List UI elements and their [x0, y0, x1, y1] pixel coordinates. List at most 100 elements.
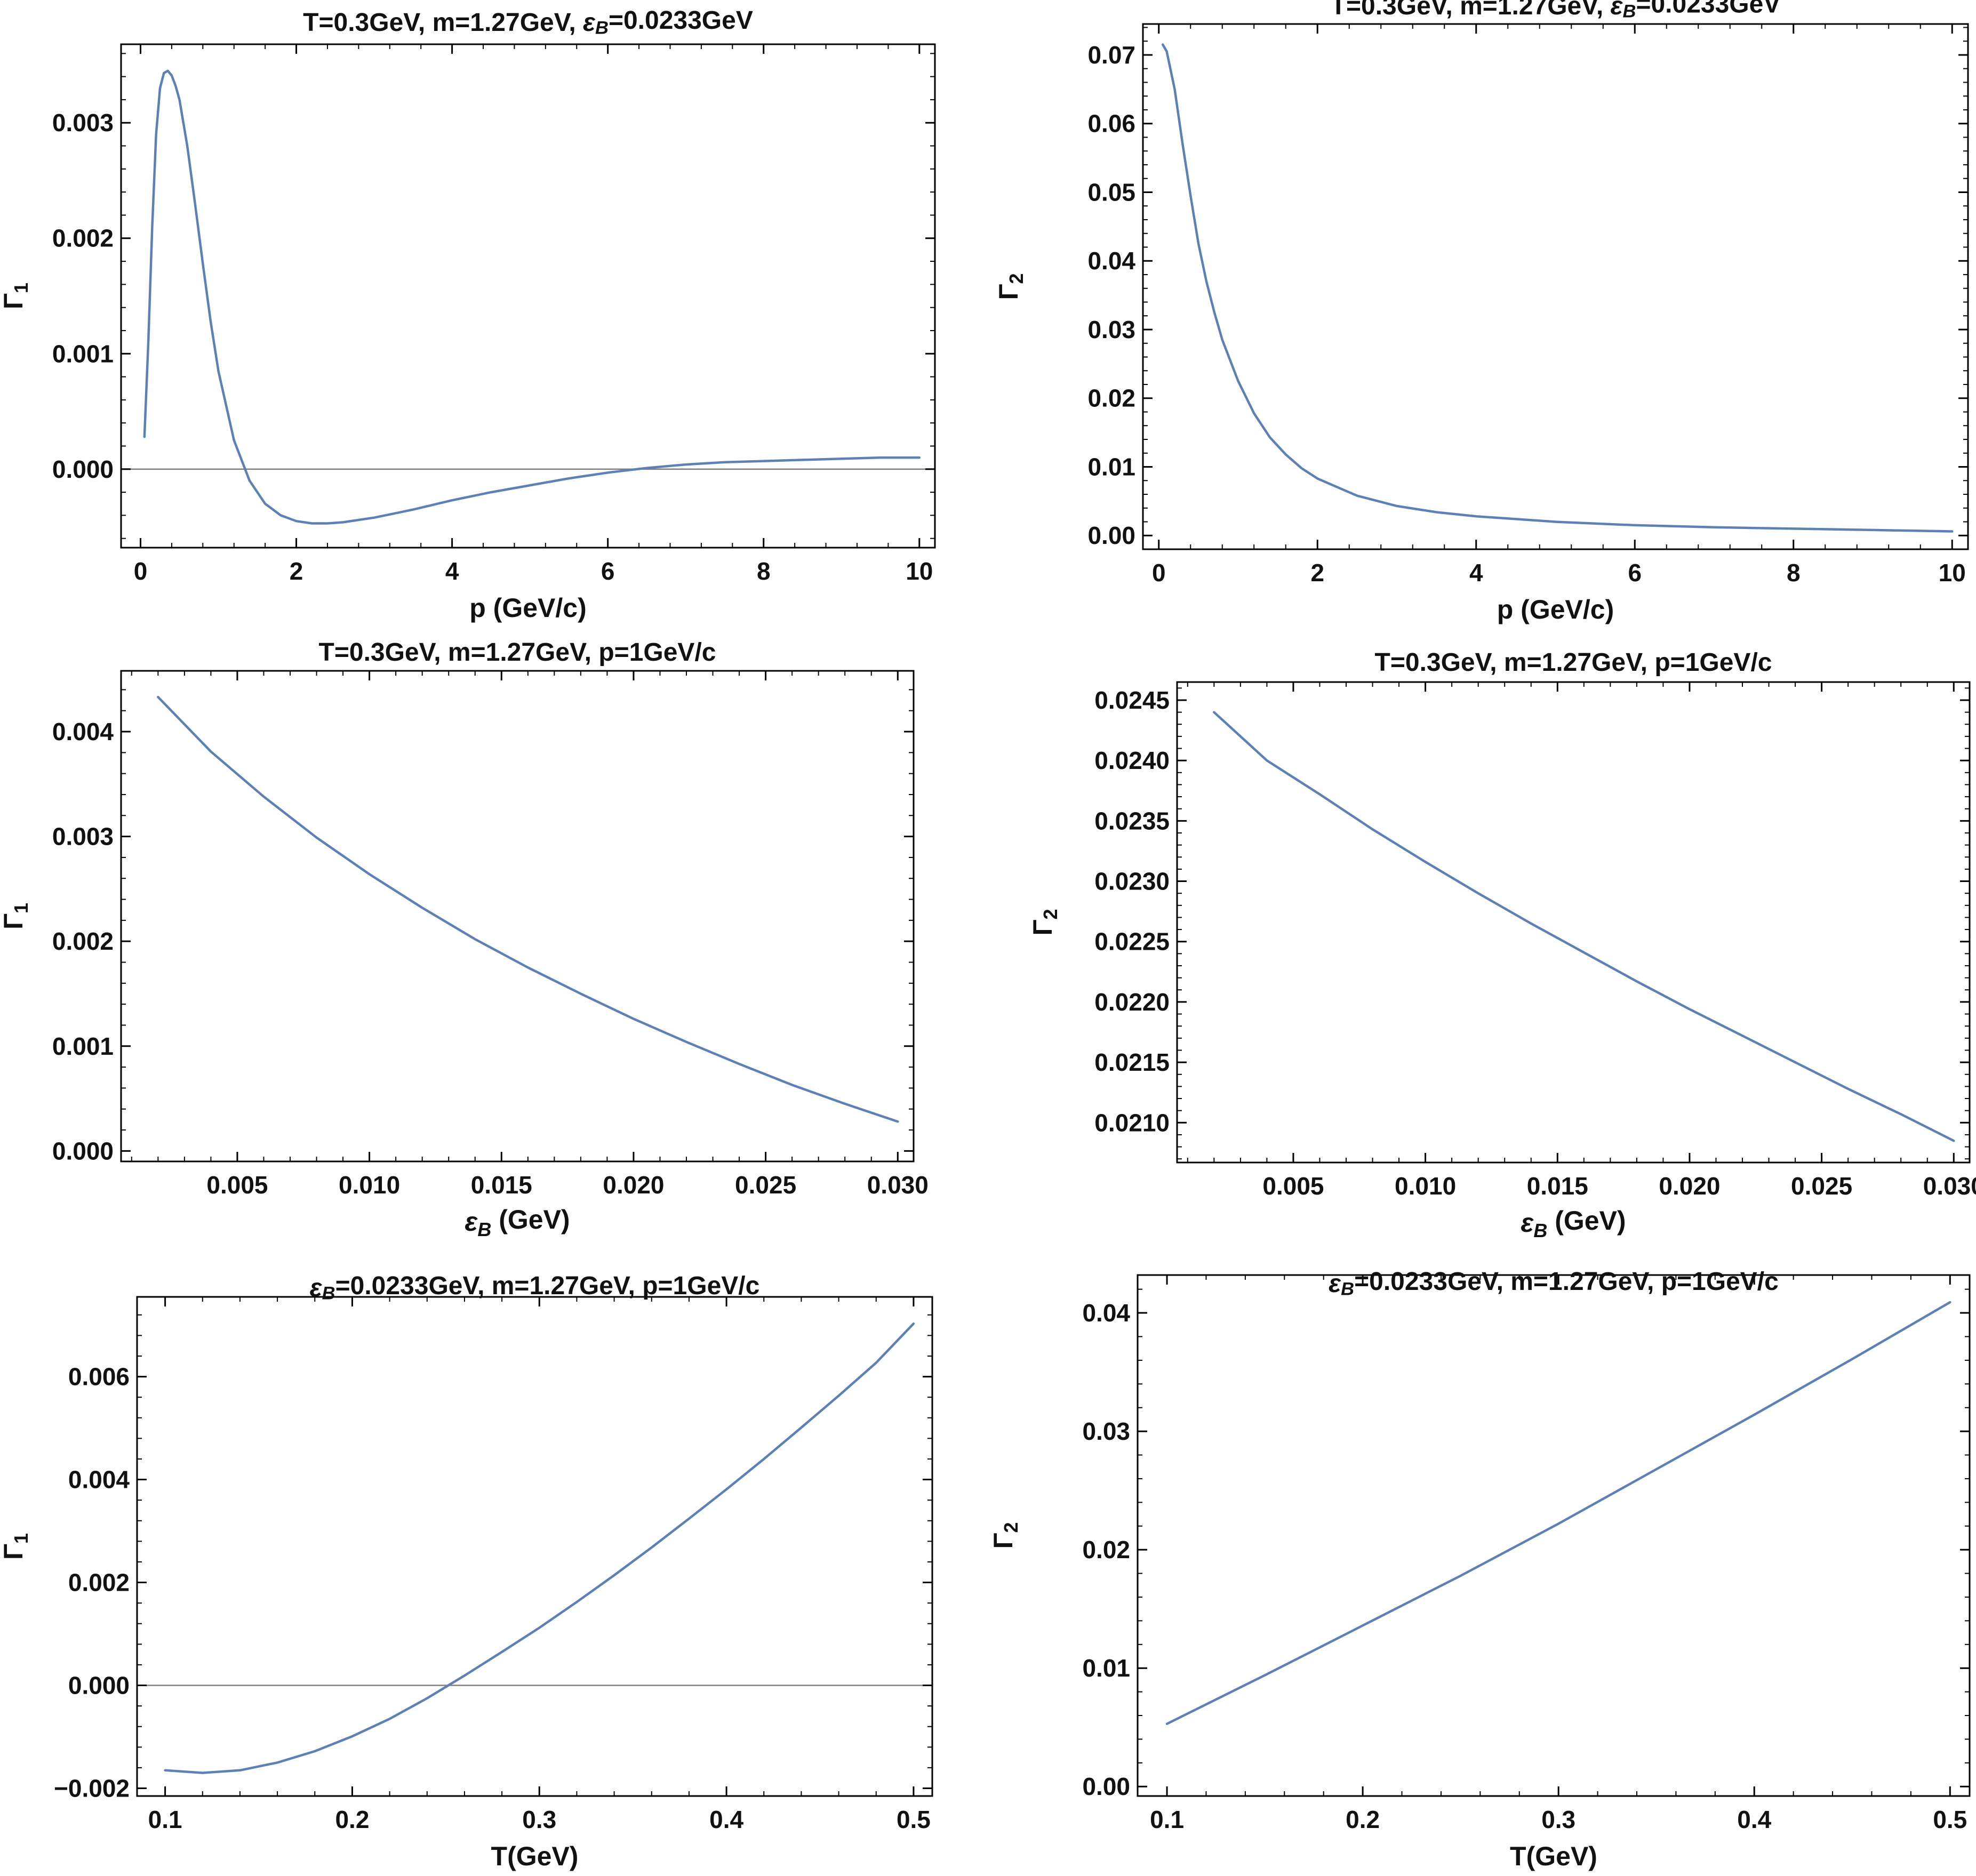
chart-gamma2-vs-temperature: 0.1 0.2 0.3 0.4 0.5 0.00 0.01 0.02 0.03 0.04 εB=0.… [988, 1268, 1971, 1871]
plot-frame [120, 670, 915, 1163]
series-line [143, 69, 921, 525]
series-line [1165, 1301, 1951, 1725]
y-tick-label: 0.0215 [1094, 1048, 1170, 1076]
x-tick-label: 10 [906, 557, 933, 585]
y-tick-label: 0.002 [52, 225, 114, 252]
y-tick-label: 0.0235 [1094, 807, 1170, 835]
plot-frame [1142, 23, 1969, 550]
x-tick-label: 0.005 [1262, 1172, 1324, 1200]
y-tick-label: 0.06 [1087, 110, 1135, 138]
x-tick-label: 0.5 [1933, 1806, 1967, 1833]
x-tick-label: 0.5 [897, 1806, 931, 1833]
x-tick-label: 2 [290, 557, 303, 585]
series-line [1213, 711, 1955, 1142]
y-tick-label: 0.01 [1082, 1654, 1130, 1682]
y-tick-label: 0.04 [1082, 1299, 1130, 1327]
y-tick-label: 0.0240 [1094, 747, 1170, 774]
y-tick-label: 0.02 [1082, 1536, 1130, 1564]
x-tick-label: 0.020 [603, 1171, 664, 1199]
x-tick-label: 6 [601, 557, 615, 585]
chart-gamma1-vs-temperature: 0.1 0.2 0.3 0.4 0.5 −0.002 0.000 0.002 0.004 0.00… [0, 1272, 933, 1871]
plot-frame [136, 1296, 933, 1797]
x-tick-label: 0.2 [335, 1806, 369, 1833]
y-tick-label: 0.001 [52, 340, 114, 367]
x-tick-label: 0.2 [1346, 1806, 1380, 1833]
x-tick-label: 0.005 [206, 1171, 268, 1199]
y-tick-label: 0.0210 [1094, 1109, 1170, 1136]
y-tick-label: 0.00 [1087, 522, 1135, 549]
x-axis-label: p (GeV/c) [1497, 595, 1614, 624]
x-tick-label: 0.030 [1923, 1172, 1976, 1200]
y-tick-label: 0.0225 [1094, 928, 1170, 956]
x-tick-label: 0.020 [1659, 1172, 1720, 1200]
series-line [157, 695, 899, 1123]
y-tick-label: 0.03 [1082, 1417, 1130, 1445]
x-tick-label: 6 [1628, 559, 1642, 587]
y-tick-label: 0.001 [52, 1032, 114, 1060]
chart-gamma1-vs-binding-energy: 0.005 0.010 0.015 0.020 0.025 0.030 0.000 0.001… [0, 638, 929, 1240]
x-axis-label: p (GeV/c) [469, 593, 586, 623]
y-tick-label: 0.03 [1087, 316, 1135, 343]
y-tick-label: 0.002 [68, 1569, 130, 1597]
x-tick-label: 0.015 [1527, 1172, 1588, 1200]
y-tick-label: 0.02 [1087, 384, 1135, 412]
x-tick-label: 0.4 [1737, 1806, 1771, 1833]
x-tick-label: 0 [1152, 559, 1166, 587]
x-tick-label: 8 [1787, 559, 1801, 587]
x-axis-label: εB (GeV) [465, 1205, 570, 1240]
x-tick-label: 2 [1310, 559, 1324, 587]
x-tick-label: 4 [445, 557, 459, 585]
x-axis-label: T(GeV) [491, 1841, 579, 1871]
series-line [164, 1322, 915, 1774]
x-tick-label: 0.025 [1791, 1172, 1852, 1200]
y-tick-label: 0.004 [52, 718, 114, 745]
y-tick-label: 0.006 [68, 1363, 130, 1391]
chart-gamma1-vs-momentum: 0 2 4 6 8 10 0.000 0.001 0.002 0.003 T=0.3GeV, m=1… [0, 6, 936, 623]
y-tick-label: 0.0220 [1094, 988, 1170, 1016]
y-tick-label: 0.0230 [1094, 868, 1170, 895]
y-tick-label: 0.05 [1087, 178, 1135, 206]
x-axis-label: εB (GeV) [1521, 1206, 1626, 1241]
x-tick-label: 0.025 [735, 1171, 796, 1199]
chart-gamma2-vs-binding-energy: 0.005 0.010 0.015 0.020 0.025 0.030 0.0210 0.02… [1028, 648, 1976, 1241]
x-tick-label: 0.3 [1541, 1806, 1575, 1833]
y-tick-label: 0.0245 [1094, 686, 1170, 714]
y-tick-label: 0.002 [52, 927, 114, 955]
chart-title: T=0.3GeV, m=1.27GeV, p=1GeV/c [1375, 648, 1772, 677]
y-tick-label: 0.000 [52, 1137, 114, 1165]
x-axis-label: T(GeV) [1510, 1841, 1597, 1871]
y-axis-label: Γ1 [0, 903, 32, 929]
y-tick-label: −0.002 [54, 1775, 130, 1802]
y-tick-label: 0.07 [1087, 41, 1135, 69]
x-tick-label: 0.010 [1395, 1172, 1456, 1200]
x-tick-label: 8 [757, 557, 771, 585]
chart-title: T=0.3GeV, m=1.27GeV, p=1GeV/c [319, 638, 716, 667]
x-tick-label: 4 [1469, 559, 1483, 587]
y-tick-label: 0.004 [68, 1466, 130, 1494]
chart-title: εB=0.0233GeV, m=1.27GeV, p=1GeV/c [310, 1272, 760, 1304]
plot-frame [120, 43, 936, 549]
x-tick-label: 0.030 [867, 1171, 929, 1199]
y-tick-label: 0.003 [52, 109, 114, 137]
chart-gamma2-vs-momentum: 0 2 4 6 8 10 0.00 0.01 0.02 0.03 0.04 0.05 0.06 0.07 T… [994, 0, 1969, 624]
y-tick-label: 0.04 [1087, 247, 1135, 275]
y-axis-label: Γ1 [0, 283, 32, 309]
y-tick-label: 0.01 [1087, 453, 1135, 480]
plot-frame [1176, 681, 1971, 1164]
series-line [1161, 43, 1954, 533]
x-tick-label: 0.015 [471, 1171, 532, 1199]
plot-frame [1137, 1274, 1971, 1797]
chart-title: εB=0.0233GeV, m=1.27GeV, p=1GeV/c [1329, 1268, 1779, 1300]
x-tick-label: 0.010 [339, 1171, 400, 1199]
y-axis-label: Γ1 [0, 1533, 32, 1560]
x-tick-label: 0.3 [522, 1806, 556, 1833]
y-tick-label: 0.003 [52, 823, 114, 851]
x-tick-label: 0.1 [1150, 1806, 1184, 1833]
x-tick-label: 0.4 [709, 1806, 743, 1833]
y-axis-label: Γ2 [994, 273, 1027, 300]
y-tick-label: 0.00 [1082, 1773, 1130, 1800]
chart-title: T=0.3GeV, m=1.27GeV, εB=0.0233GeV [303, 6, 753, 38]
y-axis-label: Γ2 [988, 1522, 1022, 1549]
y-tick-label: 0.000 [68, 1672, 130, 1699]
